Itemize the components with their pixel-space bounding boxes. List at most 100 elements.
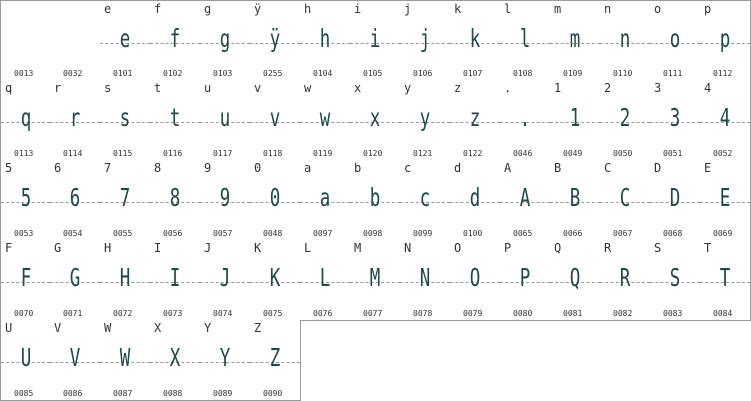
- glyph-cell[interactable]: K K 0075: [250, 240, 301, 321]
- glyph-preview: T: [719, 263, 731, 292]
- glyph-cell[interactable]: G G 0071: [50, 240, 101, 321]
- glyph-cell[interactable]: W W 0087: [100, 320, 151, 401]
- glyph-cell[interactable]: y y 0121: [400, 80, 451, 161]
- glyph-code: 0075: [263, 309, 283, 318]
- glyph-cell[interactable]: 8 8 0056: [150, 160, 201, 241]
- glyph-cell[interactable]: o o 0111: [650, 0, 701, 81]
- glyph-code: 0255: [263, 69, 283, 78]
- glyph-cell[interactable]: 5 5 0053: [0, 160, 51, 241]
- glyph-cell[interactable]: p p 0112: [700, 0, 751, 81]
- glyph-cell[interactable]: t t 0116: [150, 80, 201, 161]
- glyph-cell[interactable]: m m 0109: [550, 0, 601, 81]
- glyph-cell[interactable]: 3 3 0051: [650, 80, 701, 161]
- glyph-cell[interactable]: h h 0104: [300, 0, 351, 81]
- glyph-cell[interactable]: j j 0106: [400, 0, 451, 81]
- glyph-cell[interactable]: 0013: [0, 0, 51, 81]
- glyph-cell[interactable]: Q Q 0081: [550, 240, 601, 321]
- baseline-guide: [100, 122, 150, 123]
- baseline-guide: [700, 202, 750, 203]
- baseline-guide: [100, 202, 150, 203]
- glyph-cell[interactable]: M M 0077: [350, 240, 401, 321]
- glyph-code: 0072: [113, 309, 133, 318]
- baseline-guide: [150, 202, 200, 203]
- glyph-preview: w: [319, 103, 331, 132]
- glyph-cell[interactable]: e e 0101: [100, 0, 151, 81]
- glyph-cell[interactable]: D D 0068: [650, 160, 701, 241]
- glyph-preview: h: [319, 24, 331, 53]
- glyph-code: 0110: [613, 69, 633, 78]
- glyph-cell[interactable]: O O 0079: [450, 240, 501, 321]
- glyph-cell[interactable]: 4 4 0052: [700, 80, 751, 161]
- glyph-cell[interactable]: .. 0046: [500, 80, 551, 161]
- glyph-cell[interactable]: b b 0098: [350, 160, 401, 241]
- baseline-guide: [500, 202, 550, 203]
- glyph-cell[interactable]: T T 0084: [700, 240, 751, 321]
- glyph-cell[interactable]: d d 0100: [450, 160, 501, 241]
- glyph-cell[interactable]: 9 9 0057: [200, 160, 251, 241]
- baseline-guide: [400, 202, 450, 203]
- glyph-cell[interactable]: 0032: [50, 0, 101, 81]
- glyph-code: 0107: [463, 69, 483, 78]
- glyph-cell[interactable]: H H 0072: [100, 240, 151, 321]
- glyph-cell[interactable]: w w 0119: [300, 80, 351, 161]
- baseline-guide: [300, 282, 350, 283]
- glyph-code: 0114: [63, 149, 83, 158]
- glyph-cell[interactable]: ÿ ÿ 0255: [250, 0, 301, 81]
- glyph-cell[interactable]: V V 0086: [50, 320, 101, 401]
- glyph-code: 0048: [263, 229, 283, 238]
- glyph-cell[interactable]: g g 0103: [200, 0, 251, 81]
- glyph-cell[interactable]: F F 0070: [0, 240, 51, 321]
- glyph-cell[interactable]: S S 0083: [650, 240, 701, 321]
- glyph-char-label: .: [504, 81, 512, 95]
- glyph-cell[interactable]: E E 0069: [700, 160, 751, 241]
- glyph-cell[interactable]: L L 0076: [300, 240, 351, 321]
- glyph-char-label: k: [454, 2, 462, 16]
- glyph-cell[interactable]: J J 0074: [200, 240, 251, 321]
- glyph-cell[interactable]: s s 0115: [100, 80, 151, 161]
- baseline-guide: [650, 43, 700, 44]
- glyph-cell[interactable]: k k 0107: [450, 0, 501, 81]
- glyph-cell[interactable]: x x 0120: [350, 80, 401, 161]
- glyph-cell[interactable]: 6 6 0054: [50, 160, 101, 241]
- glyph-cell[interactable]: Y Y 0089: [200, 320, 251, 401]
- glyph-code: 0122: [463, 149, 483, 158]
- glyph-cell[interactable]: l l 0108: [500, 0, 551, 81]
- glyph-code: 0049: [563, 149, 583, 158]
- glyph-char-label: U: [5, 321, 13, 335]
- glyph-cell[interactable]: q q 0113: [0, 80, 51, 161]
- glyph-code: 0078: [413, 309, 433, 318]
- glyph-cell[interactable]: Z Z 0090: [250, 320, 301, 401]
- glyph-cell[interactable]: r r 0114: [50, 80, 101, 161]
- glyph-cell[interactable]: I I 0073: [150, 240, 201, 321]
- glyph-char-label: H: [104, 241, 112, 255]
- glyph-cell[interactable]: U U 0085: [0, 320, 51, 401]
- glyph-code: 0087: [113, 389, 133, 398]
- glyph-cell[interactable]: z z 0122: [450, 80, 501, 161]
- glyph-cell[interactable]: P P 0080: [500, 240, 551, 321]
- glyph-cell[interactable]: A A 0065: [500, 160, 551, 241]
- glyph-cell[interactable]: i i 0105: [350, 0, 401, 81]
- glyph-preview: 2: [619, 103, 631, 132]
- glyph-cell[interactable]: u u 0117: [200, 80, 251, 161]
- glyph-char-label: y: [404, 81, 412, 95]
- glyph-cell[interactable]: f f 0102: [150, 0, 201, 81]
- glyph-cell[interactable]: X X 0088: [150, 320, 201, 401]
- glyph-cell[interactable]: N N 0078: [400, 240, 451, 321]
- glyph-cell[interactable]: 1 1 0049: [550, 80, 601, 161]
- glyph-code: 0013: [14, 69, 34, 78]
- baseline-guide: [100, 43, 150, 44]
- glyph-cell[interactable]: a a 0097: [300, 160, 351, 241]
- baseline-guide: [1, 202, 50, 203]
- glyph-cell[interactable]: c c 0099: [400, 160, 451, 241]
- glyph-cell[interactable]: v v 0118: [250, 80, 301, 161]
- glyph-code: 0057: [213, 229, 233, 238]
- glyph-cell[interactable]: 0 0 0048: [250, 160, 301, 241]
- glyph-cell[interactable]: 2 2 0050: [600, 80, 651, 161]
- glyph-cell[interactable]: 7 7 0055: [100, 160, 151, 241]
- glyph-cell[interactable]: R R 0082: [600, 240, 651, 321]
- glyph-preview: H: [119, 263, 131, 292]
- glyph-cell[interactable]: C C 0067: [600, 160, 651, 241]
- glyph-code: 0119: [313, 149, 333, 158]
- glyph-cell[interactable]: n n 0110: [600, 0, 651, 81]
- glyph-cell[interactable]: B B 0066: [550, 160, 601, 241]
